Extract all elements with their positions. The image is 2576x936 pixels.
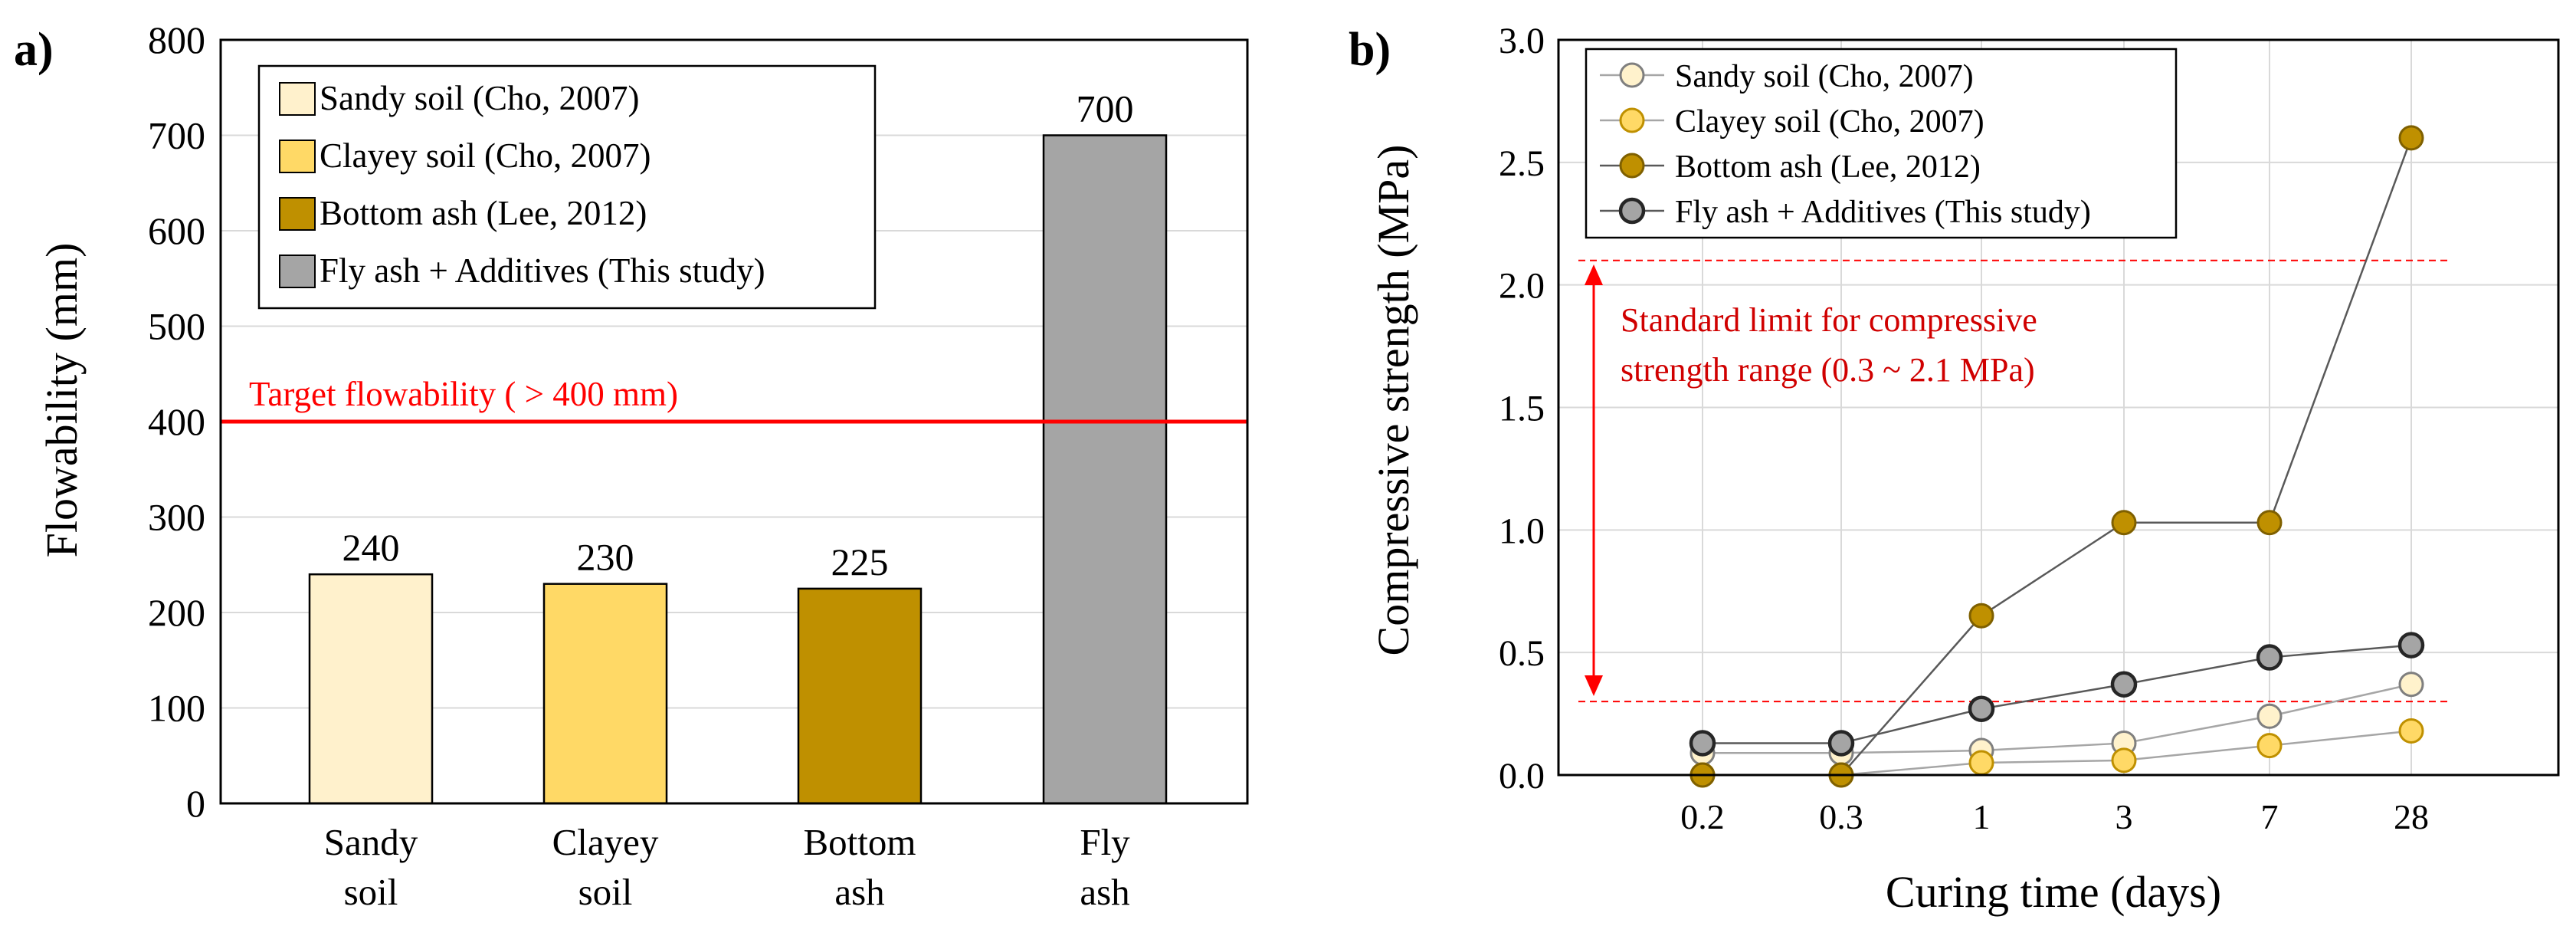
panel-a-y-tick-3: 300 xyxy=(148,496,205,539)
panel-b-point-3-4 xyxy=(2256,644,2283,671)
panel-b-y-tick-3: 1.5 xyxy=(1499,389,1545,429)
panel-b-x-tick-5: 28 xyxy=(2394,797,2429,836)
panel-b-y-tick-6: 3.0 xyxy=(1499,21,1545,61)
panel-b-plot-frame xyxy=(1557,38,2560,777)
panel-a-x-tick-label-0-line2: soil xyxy=(344,871,398,913)
panel-a-x-tick-label-1-line2: soil xyxy=(578,871,633,913)
panel-b-point-2-2 xyxy=(1968,603,1994,629)
panel-a-legend-swatch-2 xyxy=(279,197,316,231)
panel-a-y-tick-labels: 0 100 200 300 400 500 600 700 800 xyxy=(148,18,205,825)
panel-a-x-tick-label-2-line2: ash xyxy=(834,871,884,913)
panel-a-bar-0 xyxy=(308,573,434,805)
panel-a-legend-label-0: Sandy soil (Cho, 2007) xyxy=(320,79,640,117)
panel-a-bar-3 xyxy=(1042,134,1168,805)
panel-a-bar-value-1: 230 xyxy=(577,536,634,579)
panel-b-legend-label-2: Bottom ash (Lee, 2012) xyxy=(1675,149,1981,185)
panel-b-x-tick-1: 0.3 xyxy=(1819,797,1863,836)
panel-b-y-tick-labels: 0.0 0.5 1.0 1.5 2.0 2.5 3.0 xyxy=(1499,21,1545,796)
panel-a-legend-swatch-1 xyxy=(279,140,316,173)
panel-b-point-2-5 xyxy=(2398,125,2424,151)
panel-a-bar-value-2: 225 xyxy=(831,540,889,583)
panel-b-y-axis-label: Compressive strength (MPa) xyxy=(1368,145,1418,656)
panel-b-point-1-4 xyxy=(2256,733,2283,759)
panel-b-legend-marker-3 xyxy=(1618,197,1646,225)
panel-b-legend-marker-1 xyxy=(1619,107,1645,133)
panel-b-line-chart: b) 0.0 0.5 1.0 1.5 2.0 2.5 3.0 0.2 0.3 1 3 7 28 Com… xyxy=(1349,21,2560,917)
panel-b-point-1-2 xyxy=(1968,750,1994,776)
panel-a-y-tick-7: 700 xyxy=(148,114,205,157)
panel-a-y-tick-2: 200 xyxy=(148,591,205,634)
panel-a-bar-chart: a) 0 100 200 300 400 500 600 700 800 Flowability… xyxy=(14,18,1249,913)
panel-a-label: a) xyxy=(14,24,54,76)
panel-b-y-tick-0: 0.0 xyxy=(1499,756,1545,796)
panel-b-legend: Sandy soil (Cho, 2007) Clayey soil (Cho,… xyxy=(1585,48,2178,239)
panel-b-annotation-line2: strength range (0.3 ~ 2.1 MPa) xyxy=(1621,351,2035,389)
panel-a-y-tick-8: 800 xyxy=(148,18,205,61)
panel-b-point-3-0 xyxy=(1689,730,1716,757)
panel-b-point-0-5 xyxy=(2398,672,2424,698)
panel-b-y-tick-5: 2.5 xyxy=(1499,143,1545,184)
panel-a-bar-value-3: 700 xyxy=(1077,87,1134,130)
panel-a-legend-swatch-0 xyxy=(279,82,316,116)
panel-b-point-2-4 xyxy=(2256,510,2283,536)
panel-a-x-tick-label-0-line1: Sandy xyxy=(324,821,418,863)
panel-b-point-3-3 xyxy=(2110,671,2138,698)
panel-a-target-label: Target flowability ( > 400 mm) xyxy=(249,375,678,413)
panel-b-y-tick-2: 1.0 xyxy=(1499,511,1545,551)
panel-a-bar-value-0: 240 xyxy=(342,526,400,569)
panel-b-legend-marker-2 xyxy=(1619,153,1645,179)
panel-b-point-1-3 xyxy=(2111,747,2137,773)
panel-b-series-line-0 xyxy=(1703,683,2412,754)
panel-b-legend-label-3: Fly ash + Additives (This study) xyxy=(1675,195,2091,230)
panel-b-point-3-1 xyxy=(1827,730,1855,757)
panel-a-bar-value-labels: 240 230 225 700 xyxy=(342,87,1134,583)
panel-b-x-tick-0: 0.2 xyxy=(1680,797,1725,836)
panel-b-legend-label-0: Sandy soil (Cho, 2007) xyxy=(1675,59,1974,94)
panel-b-annotation-line1: Standard limit for compressive xyxy=(1621,301,2037,339)
panel-a-bar-1 xyxy=(542,583,668,805)
panel-b-point-1-5 xyxy=(2398,718,2424,744)
panel-a-y-tick-4: 400 xyxy=(148,400,205,443)
panel-b-x-tick-labels: 0.2 0.3 1 3 7 28 xyxy=(1680,797,2429,836)
panel-b-point-0-4 xyxy=(2256,703,2283,729)
panel-b-point-3-2 xyxy=(1968,695,1995,722)
panel-a-y-tick-1: 100 xyxy=(148,687,205,730)
panel-b-standard-limit-lines xyxy=(1578,259,2452,703)
panel-b-label: b) xyxy=(1349,24,1391,76)
panel-b-x-tick-2: 1 xyxy=(1973,797,1991,836)
panel-a-x-tick-labels: Sandy soil Clayey soil Bottom ash Fly as… xyxy=(324,821,1130,913)
panel-b-range-arrow xyxy=(1585,264,1603,696)
panel-b-y-tick-4: 2.0 xyxy=(1499,266,1545,307)
panel-a-x-tick-label-1-line1: Clayey xyxy=(552,821,659,863)
panel-b-series-3 xyxy=(1689,632,2425,757)
panel-b-legend-box xyxy=(1585,48,2178,239)
panel-b-x-tick-4: 7 xyxy=(2261,797,2279,836)
panel-b-legend-marker-0 xyxy=(1619,62,1645,88)
panel-a-x-tick-label-2-line1: Bottom xyxy=(803,821,916,863)
panel-b-x-axis-label: Curing time (days) xyxy=(1886,867,2221,917)
panel-a-y-tick-6: 600 xyxy=(148,209,205,252)
panel-a-y-axis-label: Flowability (mm) xyxy=(37,243,87,558)
panel-b-point-2-3 xyxy=(2111,510,2137,536)
panel-a-x-tick-label-3-line2: ash xyxy=(1080,871,1129,913)
panel-b-series-line-3 xyxy=(1703,644,2412,744)
panel-a-legend-box xyxy=(257,64,877,310)
panel-a-legend: Sandy soil (Cho, 2007) Clayey soil (Cho,… xyxy=(257,64,877,310)
panel-a-y-tick-5: 500 xyxy=(148,305,205,348)
panel-b-legend-label-1: Clayey soil (Cho, 2007) xyxy=(1675,104,1984,140)
panel-a-legend-label-1: Clayey soil (Cho, 2007) xyxy=(320,136,651,175)
panel-a-legend-label-2: Bottom ash (Lee, 2012) xyxy=(320,194,647,232)
panel-a-y-tick-0: 0 xyxy=(186,782,205,825)
panel-a-plot-frame xyxy=(219,38,1249,805)
panel-b-y-tick-1: 0.5 xyxy=(1499,633,1545,674)
panel-a-bar-2 xyxy=(797,587,923,805)
panel-a-x-tick-label-3-line1: Fly xyxy=(1080,821,1130,863)
panel-a-legend-swatch-3 xyxy=(279,255,316,288)
panel-a-bars xyxy=(308,134,1168,805)
panel-b-x-tick-3: 3 xyxy=(2116,797,2133,836)
panel-a-legend-label-3: Fly ash + Additives (This study) xyxy=(320,251,765,290)
panel-b-point-3-5 xyxy=(2397,632,2425,658)
panel-b-series-0 xyxy=(1689,672,2424,766)
